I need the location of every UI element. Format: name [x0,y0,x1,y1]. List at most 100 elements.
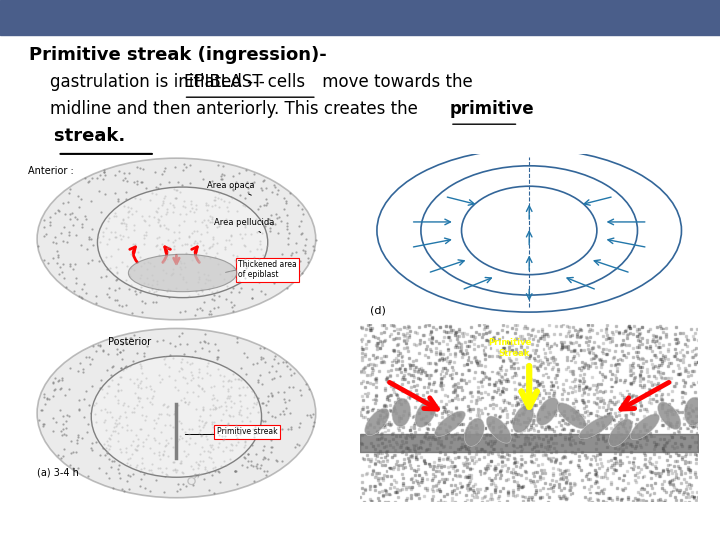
Point [647,381,658,389]
Point [454,343,465,352]
Point [585,325,596,333]
Point [63,412,75,421]
Point [261,242,273,251]
Point [116,393,127,401]
Point [690,455,701,463]
Point [174,292,186,300]
Point [671,339,683,348]
Point [580,493,591,502]
Point [683,361,695,369]
Point [220,461,232,470]
Point [593,435,604,443]
Point [444,350,455,359]
Point [562,345,573,353]
Point [152,188,163,197]
Point [193,368,204,376]
Point [604,338,616,346]
Point [505,373,517,381]
Point [97,346,109,354]
Point [136,425,148,434]
Point [189,310,201,319]
Point [450,328,462,336]
Point [190,456,202,465]
Point [152,285,163,293]
Point [454,347,465,356]
Point [235,396,246,405]
Point [530,386,541,394]
Point [193,376,204,384]
Point [179,397,190,406]
Point [123,485,135,494]
Point [307,421,319,430]
Point [389,346,400,354]
Point [471,484,482,493]
Point [584,349,595,357]
Point [564,478,575,487]
Point [456,482,468,491]
Point [545,385,557,394]
Point [668,410,680,418]
Point [488,445,500,454]
Point [649,438,660,447]
Point [139,200,150,209]
Point [297,210,309,218]
Point [486,393,498,401]
Point [464,388,475,396]
Point [166,371,178,380]
Point [158,447,170,455]
Point [494,403,505,412]
Point [187,480,199,489]
Point [508,371,520,380]
Point [402,392,414,401]
Point [168,185,180,193]
Point [401,494,413,502]
Point [508,473,519,482]
Point [163,464,175,472]
Point [662,467,673,475]
Point [135,269,146,278]
Point [261,195,272,204]
Point [185,396,197,405]
Point [186,207,197,216]
Point [534,397,546,406]
Point [606,461,618,470]
Point [483,374,495,383]
Point [688,367,700,376]
Point [387,464,399,473]
Point [577,396,589,404]
Point [60,417,72,426]
Point [228,448,240,457]
Point [394,442,405,451]
Point [215,172,227,181]
Point [668,429,680,437]
Point [633,488,644,496]
Point [356,453,368,462]
Point [451,465,463,474]
Point [589,359,600,368]
Point [423,352,434,361]
Point [528,471,540,480]
Point [109,215,120,224]
Point [364,323,376,332]
Point [202,216,213,225]
Point [431,343,442,352]
Point [398,407,410,415]
Point [55,426,67,435]
Point [682,414,693,422]
Point [225,267,236,276]
Point [182,400,194,408]
Point [53,375,65,384]
Point [590,477,602,485]
Point [520,401,531,410]
Point [655,354,667,363]
Point [356,323,368,332]
Point [134,452,145,461]
Point [207,458,218,467]
Point [400,438,411,447]
Point [622,322,634,331]
Point [53,207,64,215]
Point [148,440,160,448]
Point [603,404,614,413]
Point [272,388,284,397]
Point [517,363,528,372]
